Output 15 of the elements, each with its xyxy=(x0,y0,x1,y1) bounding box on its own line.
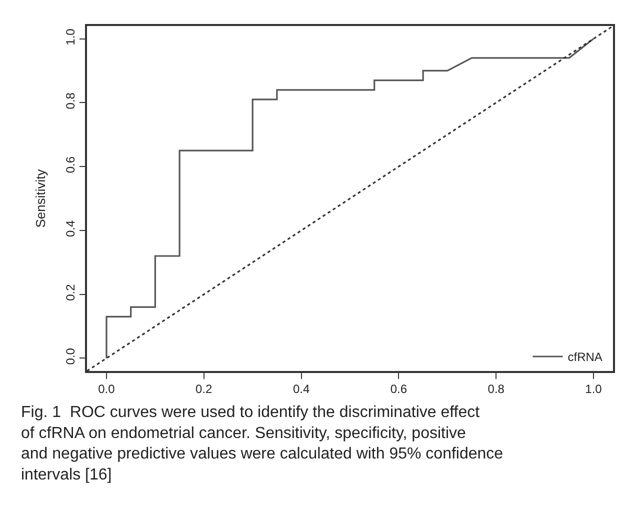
x-tick-label: 0.2 xyxy=(196,382,213,396)
y-tick-label: 0.8 xyxy=(63,92,78,110)
y-tick-label: 0.6 xyxy=(63,156,78,174)
x-tick-label: 1.0 xyxy=(585,382,602,396)
caption: Fig. 1 ROC curves were used to identify the discriminative effect of cfRNA on endometrial cancer. Sensitivity, specificity, positive and negative predictive values were calculated with 95% confidence intervals [16] xyxy=(21,404,504,484)
x-tick-label: 0.6 xyxy=(390,382,408,396)
x-tick-label: 0.0 xyxy=(98,382,116,396)
y-tick-label: 0.2 xyxy=(63,284,78,301)
x-tick-label: 0.4 xyxy=(292,382,310,396)
y-tick-label: 1.0 xyxy=(63,28,78,46)
y-tick-label: 0.4 xyxy=(63,220,78,237)
x-tick-label: 0.8 xyxy=(488,382,505,396)
y-axis-title: Sensitivity xyxy=(32,168,48,228)
y-tick-label: 0.0 xyxy=(63,348,78,365)
legend-label: cfRNA xyxy=(568,350,602,364)
